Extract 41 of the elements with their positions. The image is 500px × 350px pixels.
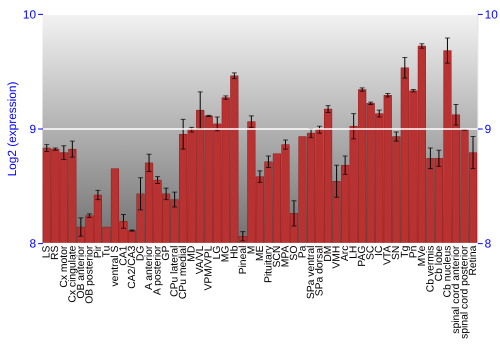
x-tick-label: VPM/VPL <box>204 245 215 291</box>
x-tick-label: PAG <box>357 246 368 267</box>
x-tick-label: Pa <box>297 245 308 258</box>
x-tick-label: CA1 <box>118 245 130 266</box>
x-tick-label: CA2/CA3 <box>126 245 138 289</box>
y2-tick-label: 9 <box>484 122 492 136</box>
x-tick-label: LG <box>212 246 224 260</box>
y-tick-label: 9 <box>29 122 36 136</box>
x-tick-label: RS <box>50 246 62 260</box>
x-tick-label: SPa ventral <box>306 246 317 300</box>
y-tick-label: 10 <box>22 7 36 22</box>
x-tick-label: spinal cord posterior <box>459 245 470 339</box>
x-tick-label: Pineal <box>238 246 249 274</box>
x-tick-label: MG <box>220 246 232 262</box>
x-tick-label: Retina <box>468 245 479 276</box>
x-tick-label: spinal cord anterior <box>450 245 462 334</box>
x-tick-label: LS <box>42 246 53 258</box>
x-tick-label: M <box>246 246 258 254</box>
x-tick-label: SN <box>391 246 402 260</box>
y2-tick-label: 8 <box>484 236 492 251</box>
x-tick-label: IC <box>374 245 386 256</box>
x-tick-label: MPA <box>280 246 292 268</box>
x-tick-label: Tg <box>400 245 411 258</box>
x-tick-label: Cx motor <box>58 245 70 288</box>
x-tick-label: Pituitary <box>263 244 274 284</box>
x-tick-label: Cb nucleus <box>442 246 454 298</box>
x-tick-label: Hb <box>229 245 240 259</box>
x-tick-label: Cb lobe <box>434 245 445 282</box>
x-tick-label: SO <box>288 246 300 261</box>
x-tick-label: SC <box>366 245 377 260</box>
x-tick-label: VA/VL <box>195 245 206 274</box>
y2-tick-label: 10 <box>484 7 498 22</box>
x-tick-label: ME <box>254 246 266 262</box>
x-tick-label: OB posterior <box>84 245 96 304</box>
x-tick-label: DG <box>135 246 146 262</box>
x-tick-label: A posterior <box>152 245 164 296</box>
x-tick-label: Tu <box>101 245 112 258</box>
y-axis-title: Log2 (expression) <box>4 82 19 176</box>
x-tick-label: MVe <box>416 245 428 266</box>
x-tick-label: ventral S <box>110 246 121 286</box>
y-tick-label: 8 <box>29 236 36 251</box>
